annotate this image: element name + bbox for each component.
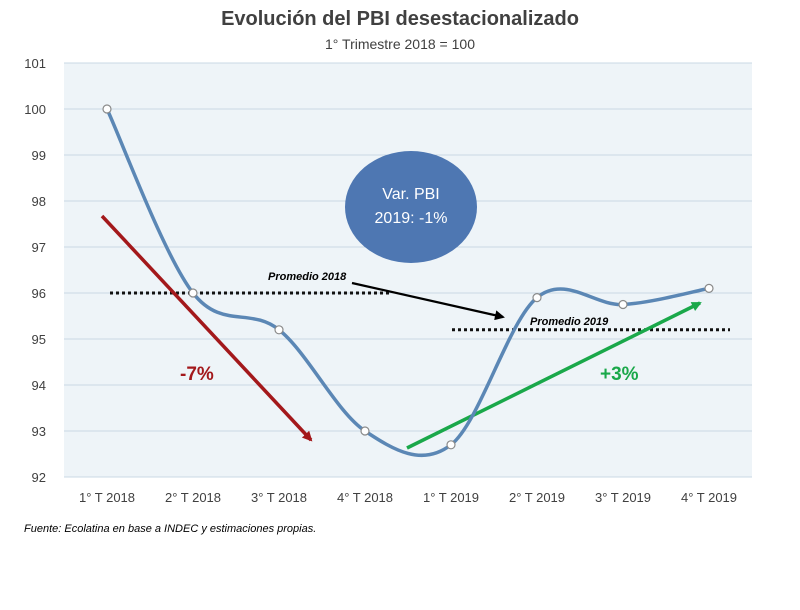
x-tick-label: 3° T 2018 <box>251 490 307 505</box>
y-tick-label: 98 <box>32 194 46 209</box>
rise-arrow <box>406 301 702 450</box>
x-tick-label: 4° T 2018 <box>337 490 393 505</box>
x-tick-label: 2° T 2019 <box>509 490 565 505</box>
x-tick-label: 1° T 2018 <box>79 490 135 505</box>
y-axis: 92 93 94 95 96 97 98 99 100 101 <box>24 56 46 485</box>
y-tick-label: 95 <box>32 332 46 347</box>
decline-arrow <box>100 214 313 442</box>
data-point <box>274 325 284 335</box>
variation-bubble <box>345 151 477 263</box>
average-2018-label: Promedio 2018 <box>268 271 347 283</box>
data-point <box>446 440 456 450</box>
data-point <box>102 104 112 114</box>
data-point <box>188 288 198 298</box>
y-tick-label: 94 <box>32 378 46 393</box>
data-point <box>704 283 714 293</box>
x-axis: 1° T 2018 2° T 2018 3° T 2018 4° T 2018 1° T… <box>79 490 737 505</box>
data-point <box>360 426 370 436</box>
x-tick-label: 4° T 2019 <box>681 490 737 505</box>
y-tick-label: 100 <box>24 102 46 117</box>
y-tick-label: 96 <box>32 286 46 301</box>
average-comparison-arrow <box>351 281 505 321</box>
source-note: Fuente: Ecolatina en base a INDEC y esti… <box>24 523 317 535</box>
bubble-text-line2: 2019: -1% <box>375 210 448 227</box>
y-tick-label: 99 <box>32 148 46 163</box>
y-tick-label: 92 <box>32 470 46 485</box>
y-tick-label: 93 <box>32 424 46 439</box>
y-tick-label: 101 <box>24 56 46 71</box>
plot-area <box>64 63 752 477</box>
bubble-text-line1: Var. PBI <box>382 186 440 203</box>
x-tick-label: 2° T 2018 <box>165 490 221 505</box>
chart-title: Evolución del PBI desestacionalizado <box>221 8 579 30</box>
average-2019-label: Promedio 2019 <box>530 316 609 328</box>
rise-label: +3% <box>600 364 639 385</box>
gdp-data-points <box>102 104 714 450</box>
chart-subtitle: 1° Trimestre 2018 = 100 <box>325 36 475 52</box>
data-point <box>618 299 628 310</box>
x-tick-label: 3° T 2019 <box>595 490 651 505</box>
data-point <box>532 293 542 303</box>
y-tick-label: 97 <box>32 240 46 255</box>
decline-label: -7% <box>180 364 214 385</box>
x-tick-label: 1° T 2019 <box>423 490 479 505</box>
